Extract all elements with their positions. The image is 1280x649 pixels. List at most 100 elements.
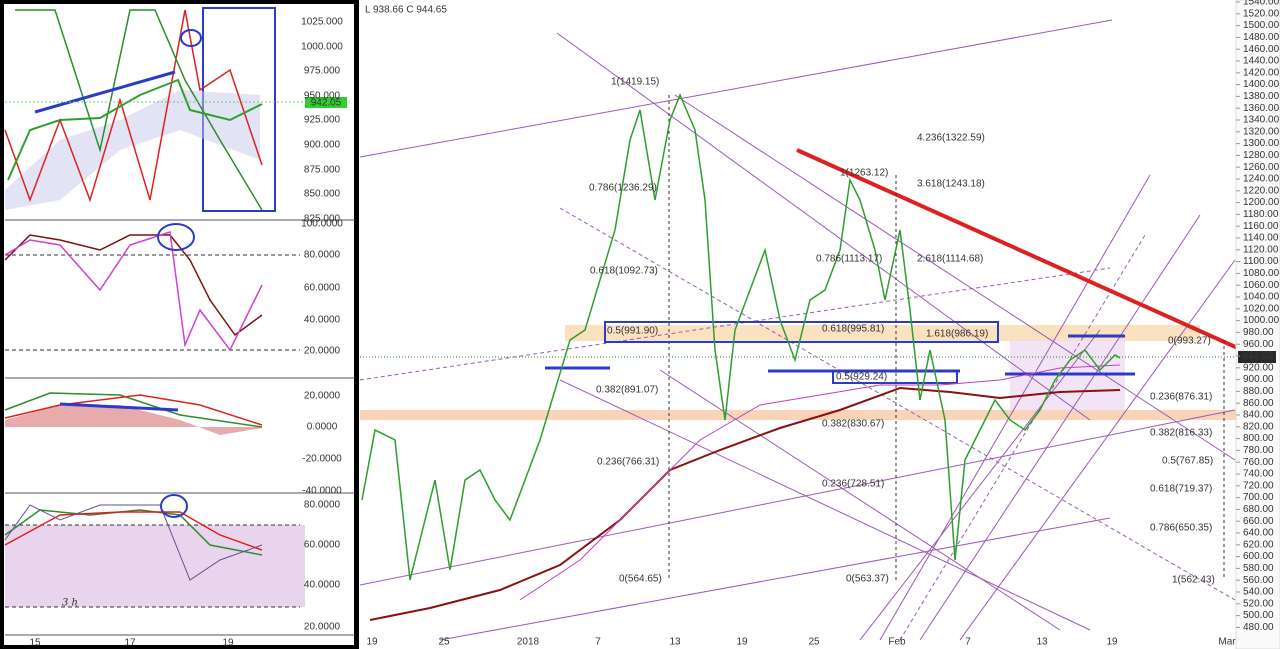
y-tick-label: 1440.00 (1243, 56, 1280, 67)
y-tick-label: 700.00 (1243, 492, 1274, 503)
y-tick-label: 40.0000 (304, 315, 341, 326)
fib-label: 0.5(767.85) (1162, 456, 1213, 467)
y-tick-label: 1260.00 (1243, 162, 1280, 173)
y-tick-label: 540.00 (1243, 587, 1274, 598)
y-tick-label: 1340.00 (1243, 115, 1280, 126)
y-tick-label: -20.0000 (302, 454, 342, 465)
price-tag: 944.65 (1242, 352, 1273, 363)
x-tick-label: 7 (965, 637, 971, 648)
fib-label: 0.786(1236.29) (589, 183, 657, 194)
y-tick-label: 580.00 (1243, 563, 1274, 574)
x-tick-label: Feb (888, 637, 906, 648)
fib-label: 0.236(728.51) (822, 479, 884, 490)
fib-label: 0.618(1092.73) (590, 266, 658, 277)
y-tick-label: 40.0000 (304, 580, 341, 591)
y-tick-label: 1000.00 (1243, 315, 1280, 326)
fib-label: 0.618(995.81) (822, 324, 884, 335)
x-tick-label: 19 (366, 637, 378, 648)
y-tick-label: 1400.00 (1243, 79, 1280, 90)
y-tick-label: 1240.00 (1243, 174, 1280, 185)
y-tick-label: 720.00 (1243, 480, 1274, 491)
fib-label: 0(564.65) (619, 574, 662, 585)
fib-extension-label: 1.618(986.19) (926, 329, 988, 340)
y-tick-label: 900.000 (304, 140, 341, 151)
y-tick-label: 80.0000 (304, 250, 341, 261)
y-tick-label: 0.0000 (307, 422, 338, 433)
y-tick-label: 480.00 (1243, 622, 1274, 633)
handwritten-note: 3 h (62, 598, 78, 609)
x-tick-label: 2018 (517, 637, 540, 648)
fib-label: 1(1419.15) (611, 77, 659, 88)
y-tick-label: 1480.00 (1243, 32, 1280, 43)
y-tick-label: 1020.00 (1243, 303, 1280, 314)
x-tick-label: Mar (1218, 637, 1236, 648)
y-tick-label: 1040.00 (1243, 292, 1280, 303)
y-tick-label: 875.000 (304, 165, 341, 176)
y-tick-label: 780.00 (1243, 445, 1274, 456)
x-tick-label: 25 (438, 637, 450, 648)
y-tick-label: 1025.000 (301, 17, 343, 28)
left-panel-drawings (0, 0, 359, 649)
x-tick-label: 19 (222, 638, 234, 649)
y-tick-label: 1300.00 (1243, 138, 1280, 149)
fib-extension-label: 2.618(1114.68) (917, 254, 983, 265)
y-tick-label: 920.00 (1243, 362, 1274, 373)
y-tick-label: 740.00 (1243, 469, 1274, 480)
ohlc-header: L 938.66 C 944.65 (365, 5, 447, 16)
x-tick-label: 17 (124, 638, 136, 649)
y-tick-label: 825.000 (304, 214, 341, 225)
y-tick-label: 1520.00 (1243, 8, 1280, 19)
y-tick-label: 1220.00 (1243, 185, 1280, 196)
y-tick-label: 640.00 (1243, 528, 1274, 539)
y-tick-label: 880.00 (1243, 386, 1274, 397)
fib-extension-label: 4.236(1322.59) (917, 133, 985, 144)
fib-label: 0.236(876.31) (1150, 392, 1212, 403)
y-tick-label: 925.000 (304, 115, 341, 126)
x-tick-label: 13 (1036, 637, 1048, 648)
y-tick-label: 100.0000 (301, 219, 343, 230)
y-tick-label: 980.00 (1243, 327, 1274, 338)
y-tick-label: 520.00 (1243, 598, 1274, 609)
fib-label: 0.5(929.24) (836, 372, 887, 383)
y-tick-label: 500.00 (1243, 610, 1274, 621)
x-tick-label: 19 (1106, 637, 1118, 648)
y-tick-label: 1200.00 (1243, 197, 1280, 208)
y-tick-label: 1080.00 (1243, 268, 1280, 279)
y-tick-label: 760.00 (1243, 457, 1274, 468)
fib-label: 0.618(719.37) (1150, 484, 1212, 495)
y-tick-label: 960.00 (1243, 339, 1274, 350)
x-tick-label: 13 (669, 637, 681, 648)
y-tick-label: 975.000 (304, 66, 341, 77)
fib-label: 1(562.43) (1172, 575, 1215, 586)
y-tick-label: 600.00 (1243, 551, 1274, 562)
y-tick-label: 1180.00 (1243, 209, 1279, 220)
y-tick-label: 560.00 (1243, 575, 1274, 586)
fib-label: 0.382(816.33) (1150, 428, 1212, 439)
fib-label: 0.236(766.31) (597, 457, 659, 468)
y-tick-label: 1460.00 (1243, 44, 1280, 55)
y-tick-label: 1140.00 (1243, 233, 1279, 244)
fib-label: 0.5(991.90) (607, 326, 658, 337)
fib-label: 0.786(650.35) (1150, 523, 1212, 534)
y-tick-label: 850.000 (304, 189, 341, 200)
y-tick-label: 20.0000 (304, 622, 341, 633)
x-tick-label: 19 (736, 637, 748, 648)
y-tick-label: 680.00 (1243, 504, 1274, 515)
y-tick-label: 1360.00 (1243, 103, 1280, 114)
x-tick-label: 15 (29, 638, 41, 649)
y-tick-label: 20.0000 (304, 346, 341, 357)
y-tick-label: 1420.00 (1243, 67, 1280, 78)
x-tick-label: 25 (808, 637, 820, 648)
y-tick-label: 620.00 (1243, 539, 1274, 550)
fib-label: 0(563.37) (846, 574, 889, 585)
y-tick-label: 940.00 (1243, 351, 1274, 362)
fib-label: 0.382(891.07) (596, 385, 658, 396)
y-tick-label: 900.00 (1243, 374, 1274, 385)
y-tick-label: 20.0000 (304, 391, 341, 402)
fib-label: 1(1263.12) (840, 168, 888, 179)
fib-label: 0(993.27) (1168, 336, 1211, 347)
y-tick-label: 1540.00 (1243, 0, 1280, 8)
fib-label: 0.382(830.67) (822, 419, 884, 430)
price-tag: 942.05 (311, 98, 342, 109)
